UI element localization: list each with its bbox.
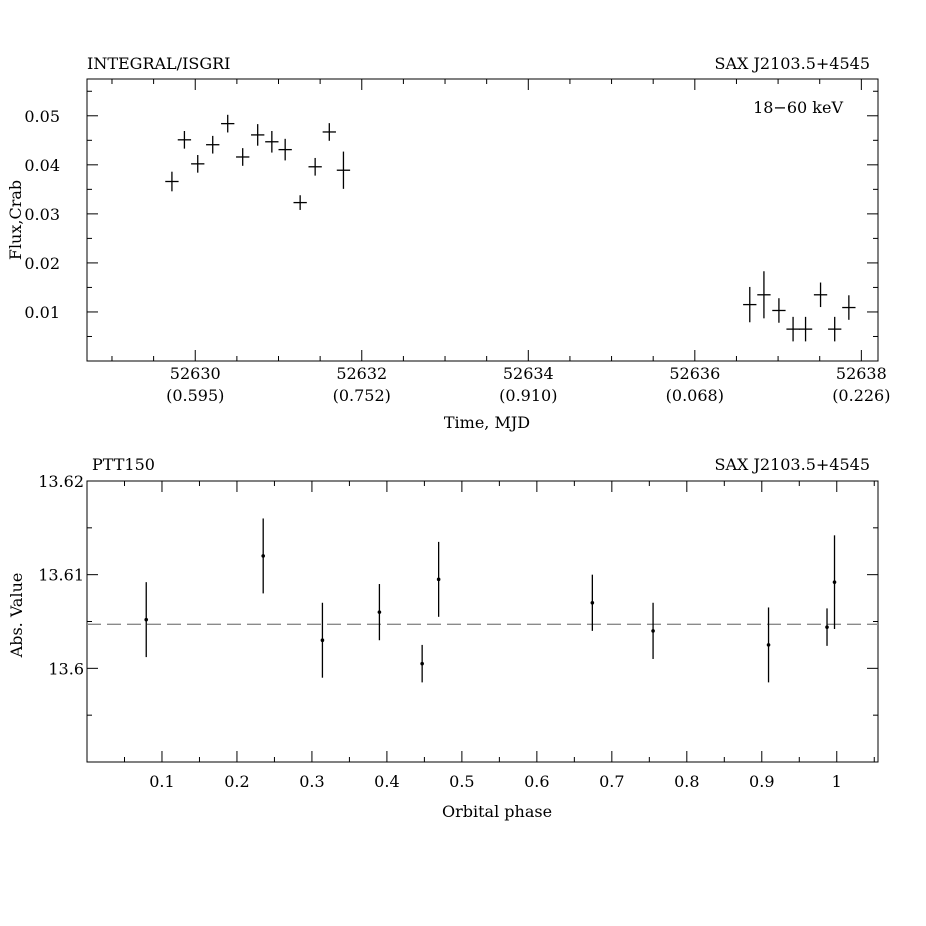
flux-y-axis-title: Flux,Crab bbox=[6, 180, 25, 260]
abs-value-data-point bbox=[377, 584, 382, 641]
abs-value-dot bbox=[436, 577, 441, 582]
flux-data-point bbox=[757, 271, 771, 319]
phase-x-tick-label: 0.9 bbox=[749, 772, 774, 791]
flux-data-point bbox=[828, 316, 842, 342]
abs-value-data-point bbox=[651, 602, 655, 659]
flux-x-tick-phase-label: (0.910) bbox=[499, 386, 557, 405]
flux-data-point bbox=[293, 195, 307, 210]
abs-value-dot bbox=[261, 554, 265, 558]
abs-value-data-point bbox=[825, 608, 829, 646]
abs-value-data-point bbox=[144, 582, 149, 658]
flux-plot-frame bbox=[86, 78, 879, 362]
flux-y-tick-label: 0.03 bbox=[24, 205, 60, 224]
phase-x-tick-label: 0.8 bbox=[674, 772, 699, 791]
flux-data-point bbox=[236, 148, 250, 166]
flux-data-point bbox=[772, 298, 786, 323]
abs-value-dot bbox=[377, 610, 382, 614]
abs-value-data-point bbox=[261, 518, 265, 594]
flux-x-tick-phase-label: (0.752) bbox=[333, 386, 391, 405]
phase-x-tick-label: 0.4 bbox=[374, 772, 399, 791]
phase-x-tick-label: 0.3 bbox=[299, 772, 324, 791]
abs-value-y-axis-title: Abs. Value bbox=[7, 573, 26, 659]
abs-value-dot bbox=[832, 580, 837, 584]
flux-data-point bbox=[743, 286, 757, 323]
flux-x-tick-label: 52632 bbox=[336, 364, 387, 383]
abs-value-dot bbox=[144, 617, 149, 622]
abs-y-tick-label: 13.62 bbox=[38, 472, 84, 491]
abs-y-tick-label: 13.6 bbox=[48, 659, 84, 678]
flux-axis-ticks: 52630 (0.595) 52632 (0.752) 52634 (0.910) 5263… bbox=[24, 79, 890, 405]
flux-x-axis-title: Time, MJD bbox=[444, 413, 530, 432]
abs-value-dot bbox=[420, 661, 424, 666]
abs-value-dot bbox=[766, 643, 771, 647]
flux-data-point bbox=[191, 155, 205, 173]
phase-x-tick-label: 1 bbox=[832, 772, 842, 791]
flux-data-point bbox=[278, 138, 292, 161]
abs-value-data-point bbox=[420, 644, 424, 683]
phase-x-tick-label: 0.1 bbox=[149, 772, 174, 791]
abs-value-dot bbox=[320, 638, 325, 643]
flux-data-point bbox=[206, 135, 220, 154]
phase-x-tick-label: 0.7 bbox=[599, 772, 624, 791]
flux-y-tick-label: 0.01 bbox=[24, 303, 60, 322]
flux-data-point bbox=[786, 316, 800, 342]
flux-x-tick-label: 52638 bbox=[836, 364, 887, 383]
abs-value-data-point bbox=[766, 607, 771, 683]
flux-data-point bbox=[813, 282, 828, 308]
abs-value-panel-right-title: SAX J2103.5+4545 bbox=[714, 455, 870, 474]
flux-data-point bbox=[308, 157, 322, 176]
flux-y-tick-label: 0.02 bbox=[24, 254, 60, 273]
flux-x-tick-label: 52634 bbox=[503, 364, 554, 383]
flux-data-point bbox=[165, 171, 179, 192]
abs-value-panel-left-title: PTT150 bbox=[92, 455, 155, 474]
abs-value-dot bbox=[651, 629, 655, 633]
abs-value-x-axis-title: Orbital phase bbox=[442, 802, 552, 821]
energy-band-annotation: 18−60 keV bbox=[753, 98, 843, 117]
flux-y-tick-label: 0.05 bbox=[24, 107, 60, 126]
flux-x-tick-label: 52630 bbox=[170, 364, 221, 383]
abs-value-plot-frame bbox=[86, 480, 879, 763]
abs-value-dot bbox=[825, 625, 829, 629]
phase-x-tick-label: 0.6 bbox=[524, 772, 549, 791]
flux-data-point bbox=[322, 123, 336, 141]
abs-value-panel: PTT150 SAX J2103.5+4545 Orbital phase Ab… bbox=[7, 455, 879, 821]
flux-data-point bbox=[251, 124, 265, 146]
flux-panel: INTEGRAL/ISGRI SAX J2103.5+4545 18−60 ke… bbox=[6, 54, 890, 432]
abs-value-data-points bbox=[144, 518, 837, 683]
flux-x-tick-label: 52636 bbox=[669, 364, 720, 383]
flux-x-tick-phase-label: (0.068) bbox=[666, 386, 724, 405]
abs-value-dot bbox=[590, 600, 595, 605]
abs-value-data-point bbox=[436, 541, 441, 617]
flux-data-points bbox=[165, 114, 856, 342]
flux-data-point bbox=[842, 295, 856, 320]
flux-x-tick-phase-label: (0.595) bbox=[166, 386, 224, 405]
flux-data-point bbox=[265, 130, 279, 153]
abs-value-data-point bbox=[590, 574, 595, 631]
flux-data-point bbox=[221, 114, 235, 133]
abs-value-data-point bbox=[320, 602, 325, 678]
flux-x-tick-phase-label: (0.226) bbox=[832, 386, 890, 405]
flux-panel-right-title: SAX J2103.5+4545 bbox=[714, 54, 870, 73]
phase-x-tick-label: 0.2 bbox=[224, 772, 249, 791]
flux-panel-left-title: INTEGRAL/ISGRI bbox=[87, 54, 231, 73]
abs-value-data-point bbox=[832, 535, 837, 629]
flux-data-point bbox=[336, 151, 351, 189]
flux-data-point bbox=[177, 130, 192, 149]
abs-y-tick-label: 13.61 bbox=[38, 566, 84, 585]
phase-x-tick-label: 0.5 bbox=[449, 772, 474, 791]
abs-value-axis-ticks: 0.1 0.2 0.3 0.4 0.5 0.6 0.7 0.8 0.9 1 13.6 13.61 13.… bbox=[38, 472, 878, 791]
flux-data-point bbox=[798, 316, 813, 342]
flux-y-tick-label: 0.04 bbox=[24, 156, 60, 175]
